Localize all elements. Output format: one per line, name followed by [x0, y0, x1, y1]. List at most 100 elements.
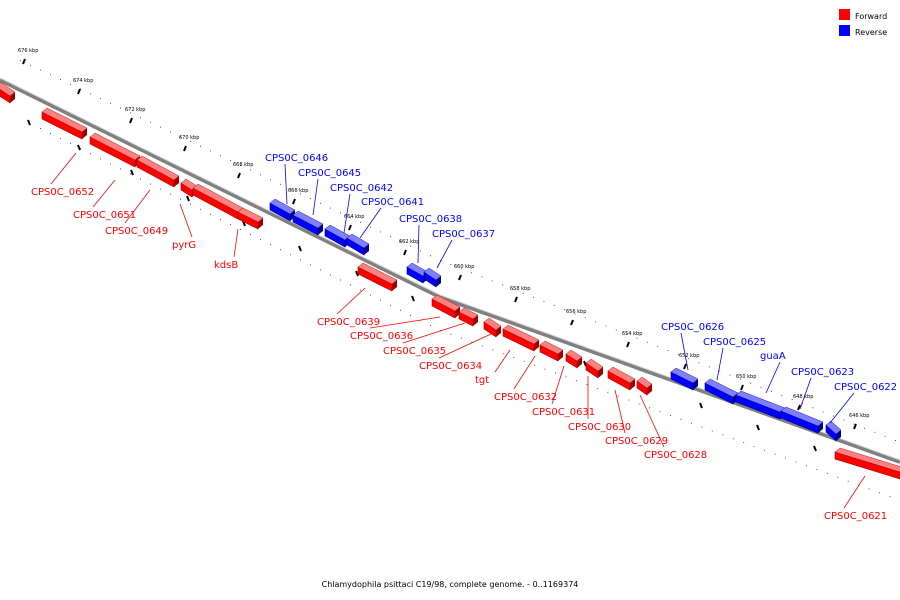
legend-reverse-label: Reverse [855, 28, 887, 37]
scale-tick-mark [853, 423, 857, 430]
lower-guide-dot [774, 453, 776, 455]
lower-guide-dot [230, 223, 231, 225]
upper-guide-dot [290, 188, 291, 190]
upper-guide-dot [822, 411, 824, 413]
upper-guide-dot [360, 221, 361, 223]
gene-label-forward: CPS0C_0629 [605, 436, 668, 447]
gene-label-reverse: guaA [760, 351, 786, 362]
lower-guide-dot [430, 324, 431, 326]
gene-leader-line [417, 224, 420, 264]
lower-guide-dot [50, 133, 51, 135]
upper-guide-dot [70, 83, 71, 85]
lower-guide-dot [60, 138, 61, 140]
gene-label-forward: pyrG [172, 240, 196, 251]
lower-guide-dot [575, 380, 577, 382]
upper-guide-dot [50, 74, 51, 76]
lower-guide-dot [690, 422, 692, 424]
gene-leader-line [614, 389, 626, 434]
lower-tick-mark [813, 445, 817, 452]
lower-guide-dot [711, 430, 713, 432]
scale-tick-label: 664 kbp [344, 214, 364, 220]
lower-guide-dot [210, 213, 211, 215]
lower-guide-dot [889, 496, 891, 498]
upper-guide-dot [310, 198, 311, 200]
lower-guide-dot [40, 128, 41, 129]
lower-guide-dot [310, 264, 311, 266]
upper-guide-dot [240, 164, 241, 166]
upper-guide-dot [884, 435, 886, 437]
gene-box-side [577, 357, 582, 368]
lower-guide-dot [649, 407, 651, 409]
upper-guide-dot [80, 88, 81, 90]
scale-tick-mark [77, 88, 81, 95]
upper-guide-dot [390, 236, 391, 238]
upper-guide-dot [698, 362, 700, 364]
upper-guide-dot [533, 296, 535, 298]
gene-leader-line [343, 193, 351, 234]
lower-guide-dot [826, 472, 828, 474]
lower-guide-dot [130, 173, 131, 175]
lower-tick-mark [186, 195, 190, 202]
gene-label-forward: CPS0C_0634 [419, 361, 482, 372]
lower-guide-dot [250, 234, 251, 236]
gene-label-reverse: CPS0C_0645 [298, 168, 361, 179]
upper-guide-dot [832, 415, 834, 417]
lower-tick-mark [77, 144, 81, 151]
gene-label-forward: CPS0C_0628 [644, 450, 707, 461]
lower-tick-mark [699, 402, 703, 409]
upper-guide-dot [615, 329, 617, 331]
lower-guide-dot [70, 143, 71, 145]
gene-box-side [693, 379, 698, 390]
lower-guide-dot [743, 442, 745, 444]
upper-guide-dot [688, 358, 690, 360]
gene-leader-line [369, 316, 441, 329]
scale-tick-mark [348, 224, 352, 231]
lower-guide-dot [659, 411, 661, 413]
upper-guide-dot [350, 217, 351, 219]
lower-guide-dot [764, 449, 766, 451]
gene-label-reverse: CPS0C_0623 [791, 367, 854, 378]
lower-guide-dot [400, 309, 401, 311]
gene-label-forward: tgt [475, 375, 489, 386]
upper-guide-dot [750, 382, 752, 384]
upper-guide-dot [739, 378, 741, 380]
upper-guide-dot [180, 136, 181, 138]
upper-guide-dot [430, 255, 431, 257]
lower-guide-dot [370, 294, 371, 296]
lower-guide-dot [170, 193, 171, 195]
scale-tick-label: 676 kbp [18, 48, 38, 54]
upper-guide-dot [300, 193, 301, 195]
gene-box-side [436, 276, 441, 287]
lower-guide-dot [200, 208, 201, 210]
lower-guide-dot [586, 384, 588, 386]
scale-tick-label: 672 kbp [125, 107, 145, 113]
upper-guide-dot [330, 207, 331, 209]
upper-guide-dot [370, 226, 371, 228]
upper-guide-dot [522, 292, 524, 294]
lower-guide-dot [481, 345, 483, 347]
lower-guide-dot [90, 153, 91, 155]
lower-guide-dot [680, 418, 682, 420]
gene-leader-line [233, 228, 239, 258]
lower-guide-dot [350, 284, 351, 286]
gene-leader-line [799, 377, 812, 410]
gene-leader-line [765, 361, 781, 394]
lower-guide-dot [628, 399, 630, 401]
upper-guide-dot [646, 341, 648, 343]
scale-tick-mark [570, 319, 574, 326]
upper-guide-dot [150, 121, 151, 123]
gene-box-side [473, 315, 478, 326]
scale-tick-label: 662 kbp [399, 239, 419, 245]
upper-guide-dot [250, 169, 251, 171]
lower-guide-dot [837, 476, 839, 478]
lower-guide-dot [617, 395, 619, 397]
scale-tick-mark [626, 341, 630, 348]
gene-box-top [834, 447, 900, 473]
lower-tick-mark [411, 295, 415, 302]
scale-tick-mark [237, 172, 241, 179]
gene-box-side [818, 422, 823, 433]
genome-caption: Chlamydophila psittaci C19/98, complete … [322, 580, 579, 589]
gene-label-forward: CPS0C_0631 [532, 407, 595, 418]
gene-leader-line [438, 333, 492, 359]
